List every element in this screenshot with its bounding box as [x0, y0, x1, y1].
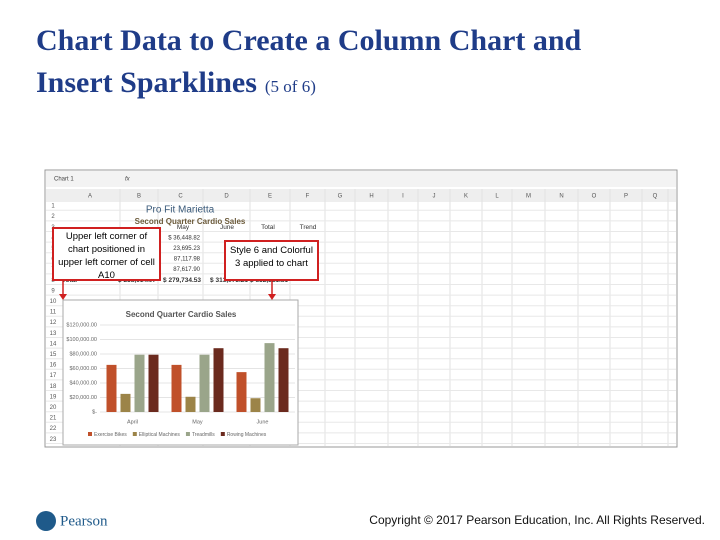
- column-header: K: [464, 194, 468, 200]
- column-header: C: [178, 194, 183, 200]
- y-tick-label: $100,000.00: [66, 337, 97, 343]
- column-header: L: [495, 194, 499, 200]
- x-tick-label: April: [127, 419, 138, 425]
- y-tick-label: $-: [92, 409, 97, 415]
- bar: [213, 348, 224, 412]
- arrow-head: [59, 294, 67, 300]
- brand: Pearson: [60, 513, 108, 529]
- chart-title: Second Quarter Cardio Sales: [126, 310, 237, 319]
- cell: $ 36,448.82: [168, 235, 200, 241]
- callout: Upper left corner of chart positioned in…: [58, 231, 155, 278]
- row-number: 11: [50, 310, 57, 316]
- cell: 87,117.98: [174, 257, 201, 263]
- pearson-logo: [36, 511, 56, 531]
- row-number: 20: [50, 405, 57, 411]
- cell: $ 279,734.53: [163, 277, 201, 284]
- column-title: May: [177, 224, 190, 231]
- sheet-subheading: Second Quarter Cardio Sales: [135, 217, 246, 226]
- name-box: Chart 1: [54, 177, 74, 183]
- slide-title: Insert Sparklines (5 of 6): [36, 66, 316, 99]
- y-tick-label: $40,000.00: [69, 380, 97, 386]
- legend-label: Treadmills: [192, 432, 215, 438]
- bar: [106, 364, 117, 412]
- column-title: Trend: [300, 224, 317, 231]
- column-header: F: [306, 194, 310, 200]
- row-number: 15: [50, 352, 57, 358]
- callout-box: [224, 240, 319, 281]
- y-tick-label: $60,000.00: [69, 366, 97, 372]
- callout-box: [52, 227, 161, 281]
- row-number: 22: [50, 426, 57, 432]
- column-header: Q: [653, 194, 658, 200]
- y-tick-label: $120,000.00: [66, 322, 97, 328]
- column-header: D: [224, 194, 229, 200]
- copyright: Copyright © 2017 Pearson Education, Inc.…: [369, 513, 705, 527]
- bar: [148, 354, 159, 412]
- cell: 87,617.90: [173, 267, 200, 273]
- column-header: O: [592, 194, 597, 200]
- bar: [250, 398, 261, 412]
- x-tick-label: May: [192, 419, 203, 425]
- row-number: 1: [51, 204, 55, 210]
- cell: 23,695.23: [173, 246, 200, 252]
- callout-text: Style 6 and Colorful 3 applied to chart: [230, 245, 313, 269]
- bar: [185, 396, 196, 412]
- bar: [171, 364, 182, 412]
- title-suffix: (5 of 6): [265, 77, 316, 96]
- bar: [134, 354, 145, 412]
- column-header: H: [369, 194, 373, 200]
- row-number: 21: [50, 416, 57, 422]
- column-header: N: [559, 194, 563, 200]
- row-number: 14: [50, 341, 57, 347]
- legend-swatch: [132, 432, 137, 436]
- bar: [199, 354, 210, 412]
- row-number: 17: [50, 373, 57, 379]
- legend-swatch: [185, 432, 190, 436]
- row-number: 16: [50, 363, 57, 369]
- row-number: 12: [50, 320, 57, 326]
- row-number: 13: [50, 331, 57, 337]
- sheet-heading: Pro Fit Marietta: [146, 205, 215, 216]
- arrow-head: [268, 294, 276, 300]
- row-number: 19: [50, 394, 57, 400]
- column-header: B: [137, 194, 141, 200]
- column-title: June: [220, 224, 234, 231]
- row-number: 2: [51, 214, 55, 220]
- bar: [278, 348, 289, 412]
- column-header: E: [268, 194, 272, 200]
- column-header: I: [402, 194, 404, 200]
- legend-swatch: [220, 432, 225, 436]
- callout: Style 6 and Colorful 3 applied to chart: [230, 245, 313, 269]
- bar: [236, 372, 247, 412]
- row-number: 23: [50, 437, 57, 443]
- column-header: M: [526, 194, 531, 200]
- x-tick-label: June: [257, 419, 269, 425]
- column-header: A: [88, 194, 92, 200]
- fx-label: fx: [125, 177, 131, 183]
- column-title: Total: [261, 224, 275, 231]
- row-number: 10: [50, 299, 57, 305]
- slide-title: Chart Data to Create a Column Chart and: [36, 24, 582, 57]
- callout-text: Upper left corner of chart positioned in…: [58, 231, 155, 278]
- y-tick-label: $80,000.00: [69, 351, 97, 357]
- legend-label: Elliptical Machines: [139, 432, 181, 438]
- title-text: Insert Sparklines: [36, 66, 257, 99]
- column-header: G: [338, 194, 343, 200]
- formula-bar: [46, 171, 676, 187]
- bar: [120, 393, 131, 412]
- legend-label: Exercise Bikes: [94, 432, 127, 438]
- legend-label: Rowing Machines: [227, 432, 267, 438]
- column-header: P: [624, 194, 628, 200]
- row-number: 9: [51, 288, 55, 294]
- row-number: 18: [50, 384, 57, 390]
- chart: $- $20,000.00 $40,000.00 $60,000.00 $80,000.…: [66, 322, 295, 438]
- y-tick-label: $20,000.00: [69, 395, 97, 401]
- legend-swatch: [88, 432, 92, 436]
- column-header: J: [433, 194, 436, 200]
- bar: [264, 343, 275, 412]
